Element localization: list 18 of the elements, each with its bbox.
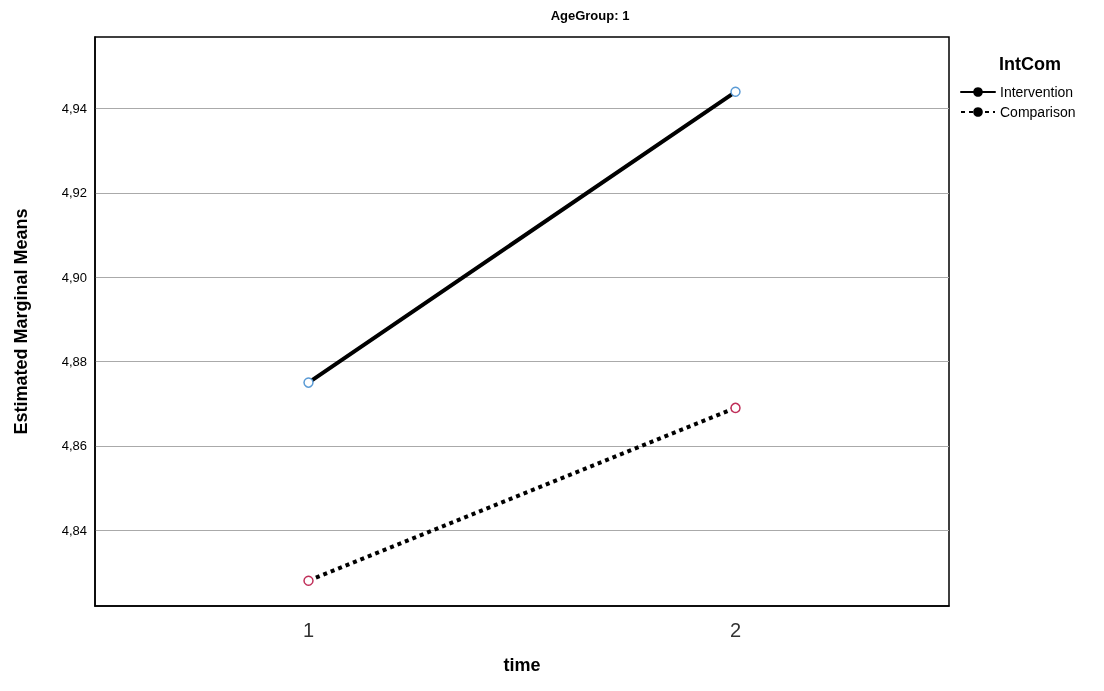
y-tick-label: 4,90	[61, 269, 87, 285]
point	[303, 377, 314, 388]
point	[303, 575, 314, 586]
x-tick-label: 2	[729, 619, 742, 641]
y-tick-label: 4,92	[61, 185, 87, 201]
y-tick-label: 4,88	[61, 354, 87, 370]
x-axis-title: time	[503, 655, 541, 675]
legend-title: IntCom	[999, 54, 1061, 74]
x-tick-label: 1	[302, 619, 315, 641]
y-tick-label: 4,84	[61, 522, 87, 538]
y-tick-label: 4,86	[61, 438, 87, 454]
point	[730, 402, 741, 414]
legend-label: Intervention	[1000, 84, 1074, 100]
chart-title: AgeGroup: 1	[550, 8, 630, 23]
y-axis-title: Estimated Marginal Means	[11, 208, 31, 435]
point	[730, 86, 741, 98]
legend-label: Comparison	[1000, 104, 1076, 120]
y-tick-label: 4,94	[61, 101, 87, 117]
